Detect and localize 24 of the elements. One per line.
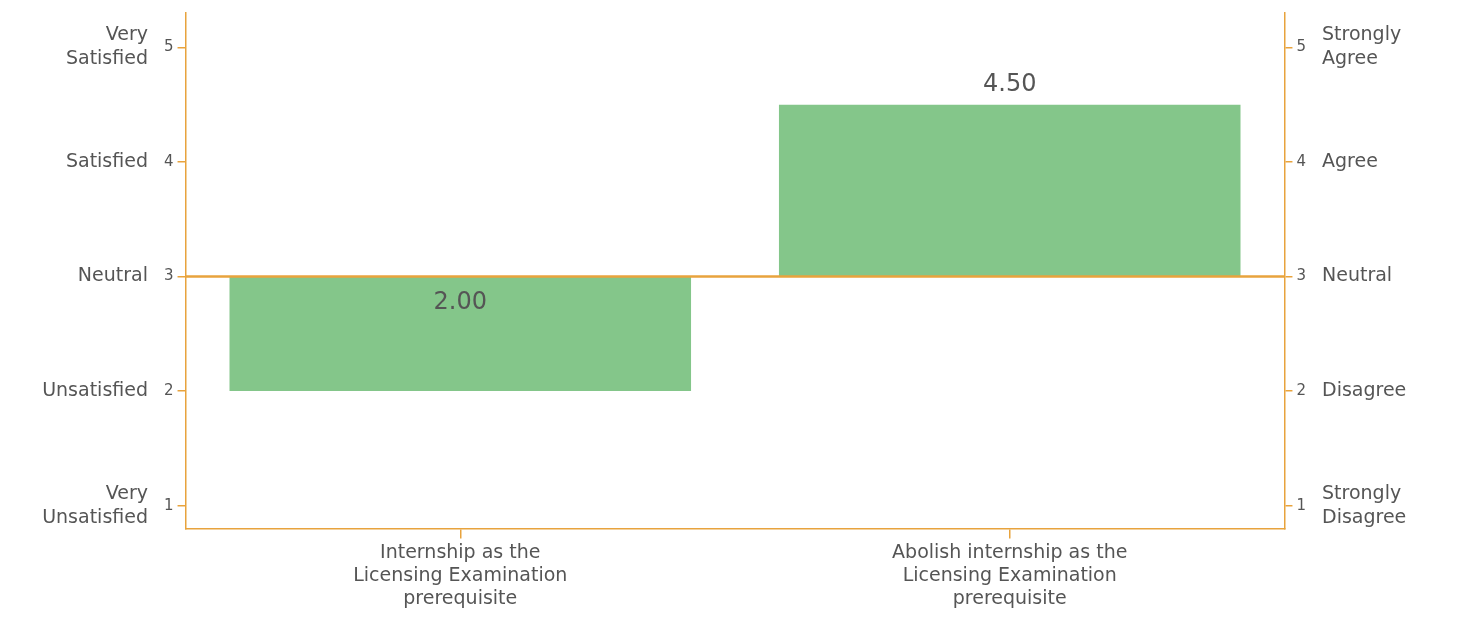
text: Agree [1322,148,1378,171]
y2-tick-label: 5 [1296,37,1306,56]
y2-tick-label: 1 [1296,495,1306,514]
text: Very Unsatisfied [42,480,148,527]
data-label: 2.00 [433,286,487,315]
text: Neutral [77,263,148,286]
x-tick-label: Abolish internship as the Licensing Examination prerequisite [892,539,1128,608]
y2-tick-label: 4 [1296,151,1306,170]
text: Strongly Agree [1322,22,1402,69]
data-label: 4.50 [983,68,1037,97]
y-tick-label: 1 [164,495,174,514]
y-tick-label: 4 [164,151,174,170]
text: Strongly Disagree [1322,480,1407,527]
y-tick-label: 2 [164,381,174,399]
text: Neutral [1322,263,1393,286]
y-tick-label: 5 [164,37,174,56]
text: Very Satisfied [65,22,148,69]
text: Unsatisfied [42,378,148,401]
y2-tick-label: 2 [1296,381,1306,399]
text: Satisfied [65,148,148,171]
text: Disagree [1322,378,1407,401]
y2-tick-label: 3 [1296,266,1306,285]
y-tick-label: 3 [164,266,174,285]
x-tick-label: Internship as the Licensing Examination prerequisite [353,539,568,608]
